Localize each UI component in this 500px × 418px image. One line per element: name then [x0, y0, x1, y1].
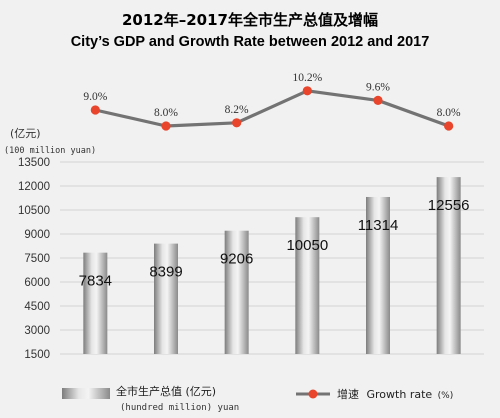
bar-value-label: 12556	[428, 197, 470, 214]
y-tick-label: 1500	[24, 349, 50, 361]
y-tick-label: 3000	[24, 325, 50, 337]
growth-rate-line	[94, 89, 450, 128]
legend-line-unit: (%)	[438, 391, 454, 401]
bar-value-label: 9206	[220, 251, 253, 268]
legend-marker-swatch	[308, 389, 318, 399]
growth-rate-label: 10.2%	[292, 72, 322, 84]
chart-title-en: City’s GDP and Growth Rate between 2012 …	[71, 34, 430, 50]
bar	[436, 177, 461, 354]
y-tick-label: 4500	[24, 301, 50, 313]
grid-layer	[60, 161, 484, 355]
bar	[295, 217, 320, 354]
bar-value-label: 7834	[79, 273, 112, 290]
chart-title-cn: 2012年–2017年全市生产总值及增幅	[122, 11, 378, 29]
growth-rate-point	[444, 121, 454, 131]
bar	[83, 252, 108, 354]
growth-rate-point	[90, 105, 100, 115]
legend-line-label-cn: 增速	[337, 387, 359, 401]
legend-bar-label-en: (hundred million) yuan	[120, 403, 239, 413]
bar	[154, 243, 178, 354]
legend-line-label-en: Growth rate	[367, 388, 433, 401]
y-tick-label: 7500	[24, 253, 50, 265]
y-tick-label: 10500	[18, 205, 50, 217]
legend-bar-swatch	[62, 388, 110, 399]
growth-rate-point	[232, 118, 242, 128]
growth-rate-label: 9.6%	[366, 81, 390, 93]
bar-series	[83, 177, 461, 354]
y-tick-label: 13500	[18, 157, 50, 169]
growth-rate-label: 8.2%	[225, 104, 249, 116]
legend: 全市生产总值 (亿元) (hundred million) yuan 增速 Gr…	[62, 384, 453, 413]
growth-rate-point	[161, 121, 171, 131]
growth-rate-label: 8.0%	[437, 107, 461, 119]
svg-text:增速 Growth rate: 增速 Growth rate (%)	[337, 387, 453, 401]
y-axis-unit-en: (100 million yuan)	[4, 146, 96, 156]
bar	[224, 230, 249, 354]
growth-rate-series	[90, 86, 454, 131]
y-tick-label: 6000	[24, 277, 50, 289]
growth-rate-label: 9.0%	[83, 91, 107, 103]
bar-value-label: 11314	[358, 217, 399, 234]
y-tick-label: 9000	[24, 229, 50, 241]
growth-rate-label: 8.0%	[154, 107, 178, 119]
y-tick-label: 12000	[18, 181, 50, 193]
legend-bar-label-cn: 全市生产总值 (亿元)	[116, 384, 216, 398]
growth-rate-point	[302, 86, 312, 96]
bar-value-labels: 7834 8399 9206 10050 11314 12556	[79, 197, 470, 290]
growth-rate-labels: 9.0% 8.0% 8.2% 10.2% 9.6% 8.0%	[83, 72, 461, 119]
bar	[366, 196, 390, 354]
y-axis-unit-cn: (亿元)	[10, 127, 41, 140]
bar-value-label: 10050	[286, 237, 328, 254]
y-tick-labels: 1500 3000 4500 6000 7500 9000 10500 12000 13500	[18, 157, 50, 361]
growth-rate-point	[373, 95, 383, 105]
bar-value-label: 8399	[149, 264, 182, 281]
